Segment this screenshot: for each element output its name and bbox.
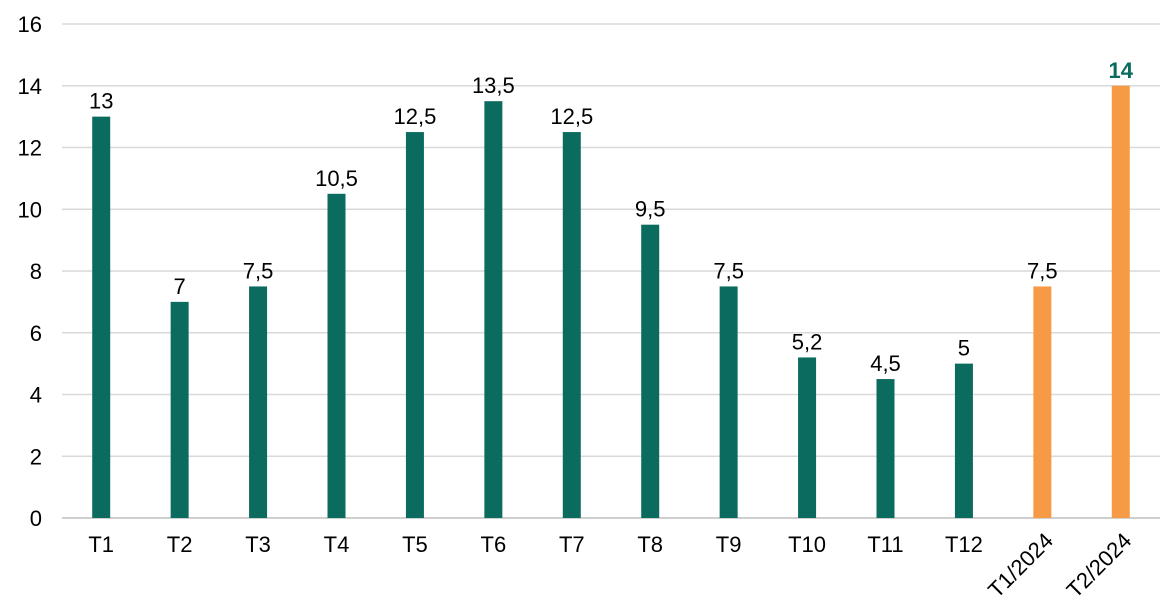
data-label: 5 (958, 336, 970, 361)
bars (92, 85, 1130, 518)
y-tick-label: 16 (18, 12, 42, 37)
bar-t12 (954, 363, 973, 518)
x-tick-label: T9 (716, 532, 742, 557)
y-tick-label: 14 (18, 74, 42, 99)
bar-t1 (92, 116, 111, 518)
bar-t4 (327, 193, 346, 518)
y-tick-label: 2 (30, 444, 42, 469)
x-tick-label: T10 (788, 532, 826, 557)
bar-t3 (249, 286, 268, 518)
bar-t10 (798, 357, 817, 518)
bar-t6 (484, 101, 503, 518)
y-tick-label: 12 (18, 136, 42, 161)
y-tick-label: 10 (18, 197, 42, 222)
bar-t11 (876, 379, 895, 518)
x-tick-label: T4 (324, 532, 350, 557)
bar-t1-2024 (1033, 286, 1052, 518)
bar-t5 (405, 132, 424, 518)
x-tick-label: T5 (402, 532, 428, 557)
x-tick-label: T1/2024 (983, 528, 1058, 603)
data-label: 9,5 (635, 197, 666, 222)
x-tick-label: T1 (88, 532, 114, 557)
data-label: 5,2 (792, 329, 823, 354)
y-tick-label: 0 (30, 506, 42, 531)
bar-t7 (562, 132, 581, 518)
x-tick-label: T8 (637, 532, 663, 557)
x-tick-label: T11 (867, 532, 903, 557)
y-axis-tick-labels: 0 2 4 6 8 10 12 14 16 (18, 12, 42, 531)
bar-t9 (719, 286, 738, 518)
data-label: 13 (89, 89, 113, 114)
data-label: 7 (174, 274, 186, 299)
data-labels: 13 7 7,5 10,5 12,5 13,5 12,5 9,5 7,5 5,2 4,5 5 7,5 14 (89, 58, 1134, 376)
data-label: 12,5 (394, 104, 437, 129)
x-tick-label: T7 (559, 532, 585, 557)
data-label: 10,5 (315, 166, 358, 191)
bar-t2 (170, 301, 189, 518)
x-tick-label: T2/2024 (1062, 528, 1137, 603)
x-tick-label: T6 (481, 532, 507, 557)
x-tick-label: T3 (245, 532, 271, 557)
data-label: 13,5 (472, 73, 515, 98)
x-axis-tick-labels: T1 T2 T3 T4 T5 T6 T7 T8 T9 T10 T11 T12 T1/2024 T2/202… (88, 528, 1136, 603)
y-tick-label: 8 (30, 259, 42, 284)
data-label: 12,5 (550, 104, 593, 129)
x-tick-label: T2 (167, 532, 193, 557)
data-label: 14 (1109, 58, 1134, 83)
y-tick-label: 6 (30, 321, 42, 346)
bar-t8 (641, 224, 660, 518)
gridlines (62, 23, 1160, 519)
data-label: 7,5 (1027, 258, 1058, 283)
data-label: 7,5 (243, 258, 274, 283)
data-label: 7,5 (713, 258, 744, 283)
data-label: 4,5 (870, 351, 901, 376)
x-tick-label: T12 (945, 532, 983, 557)
bar-t2-2024 (1111, 85, 1130, 518)
y-tick-label: 4 (30, 383, 42, 408)
